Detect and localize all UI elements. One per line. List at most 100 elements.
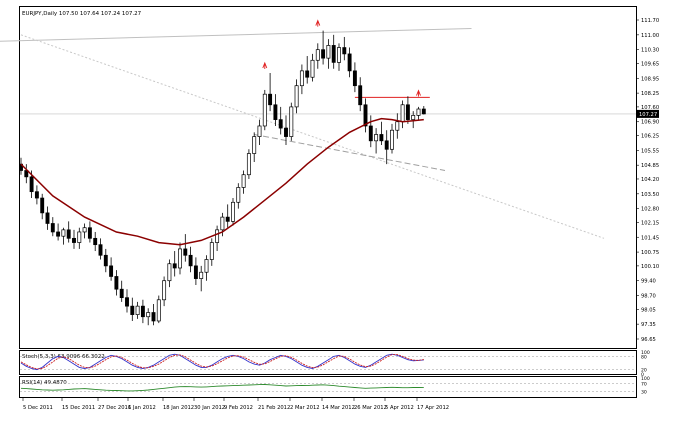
candle-body	[379, 134, 384, 142]
candle-body	[284, 127, 288, 137]
candle	[273, 94, 278, 126]
price-tick-label: 108.95	[641, 76, 659, 82]
candle	[315, 43, 320, 69]
candle	[384, 130, 389, 165]
candle	[50, 217, 55, 237]
price-tick-label: 100.10	[641, 264, 659, 270]
candle	[421, 106, 426, 115]
candle-body	[384, 140, 389, 150]
price-tick-label: 98.70	[641, 294, 656, 300]
candle	[411, 111, 416, 129]
candle-body	[390, 129, 394, 150]
rsi-tick-label: 70	[641, 382, 647, 388]
time-tick-label: 15 Dec 2011	[62, 405, 95, 411]
candle	[321, 30, 326, 65]
candle-body	[395, 121, 400, 131]
stoch-tick-label: 100	[641, 350, 650, 356]
candle	[294, 79, 299, 114]
candle-body	[56, 231, 61, 237]
time-tick-label: 30 Jan 2012	[194, 405, 225, 411]
candle-body	[156, 299, 161, 322]
time-tick-label: 18 Jan 2012	[163, 405, 194, 411]
candle-body	[193, 265, 198, 279]
price-tick-label: 103.50	[641, 192, 659, 198]
candle	[119, 280, 124, 302]
candle-body	[241, 174, 246, 188]
candle-body	[262, 93, 267, 127]
time-tick-label: 14 Mar 2012	[322, 405, 355, 411]
candle-body	[315, 49, 320, 61]
candle-body	[209, 242, 214, 260]
symbol-header: EURJPY,Daily 107.50 107.64 107.24 107.27	[22, 11, 142, 17]
stoch-tick-label: 20	[641, 368, 647, 374]
candle-body	[130, 305, 135, 315]
candle	[331, 34, 336, 69]
candle	[199, 265, 204, 292]
rsi-tick-label: 30	[641, 389, 647, 395]
time-tick-label: 9 Feb 2012	[224, 405, 253, 411]
candle	[125, 289, 129, 313]
candle	[151, 304, 156, 326]
candle	[390, 123, 394, 154]
stoch-d-line	[20, 354, 424, 370]
current-price-tag	[637, 109, 659, 118]
candle-body	[215, 229, 220, 243]
price-tick-label: 109.65	[641, 61, 659, 67]
candle	[262, 89, 267, 131]
candle-body	[172, 263, 177, 269]
candle	[416, 106, 421, 120]
candle-body	[61, 229, 66, 237]
candle-body	[236, 187, 241, 203]
candle	[236, 183, 241, 209]
price-tick-label: 106.90	[641, 120, 659, 126]
stoch-tick-label: 80	[641, 354, 647, 360]
candle-body	[72, 237, 76, 243]
candle-body	[82, 227, 87, 233]
candle	[114, 270, 119, 296]
candle	[188, 246, 193, 273]
candle	[284, 115, 288, 146]
candle	[130, 297, 135, 321]
price-tick-label: 102.15	[641, 220, 659, 226]
time-tick-label: 17 Apr 2012	[417, 405, 449, 411]
candle-body	[114, 276, 119, 290]
price-tick-label: 97.35	[641, 322, 656, 328]
candle-body	[45, 212, 50, 224]
candle-body	[246, 153, 251, 176]
candle	[299, 64, 304, 95]
candle	[82, 223, 87, 239]
candle	[98, 238, 103, 260]
candle-body	[109, 265, 114, 277]
candle-body	[119, 288, 124, 299]
candle	[146, 308, 151, 326]
price-tick-label: 106.25	[641, 134, 659, 140]
candle-body	[347, 53, 352, 72]
candle-body	[204, 259, 209, 273]
stoch-k-line	[20, 353, 424, 371]
stoch-plot-frame	[19, 350, 637, 375]
time-tick-label: 2 Mar 2012	[290, 405, 320, 411]
price-tick-label: 105.55	[641, 148, 659, 154]
candle	[34, 185, 39, 205]
candle	[204, 255, 209, 281]
price-tick-label: 104.20	[641, 177, 659, 183]
candle	[252, 132, 257, 163]
candle	[289, 102, 294, 141]
candlesticks	[19, 30, 426, 326]
fractal-markers	[262, 19, 421, 97]
candle	[257, 119, 262, 146]
candle-body	[151, 312, 156, 322]
candle	[93, 231, 98, 252]
main-plot-frame	[19, 6, 637, 349]
candle	[352, 62, 357, 93]
candle-body	[98, 244, 103, 256]
fractal-up-arrow	[416, 89, 421, 97]
price-tick-label: 99.40	[641, 279, 656, 285]
candle-body	[331, 45, 336, 63]
candle-body	[220, 216, 225, 231]
candle	[405, 96, 410, 124]
time-tick-label: 26 Mar 2012	[354, 405, 387, 411]
